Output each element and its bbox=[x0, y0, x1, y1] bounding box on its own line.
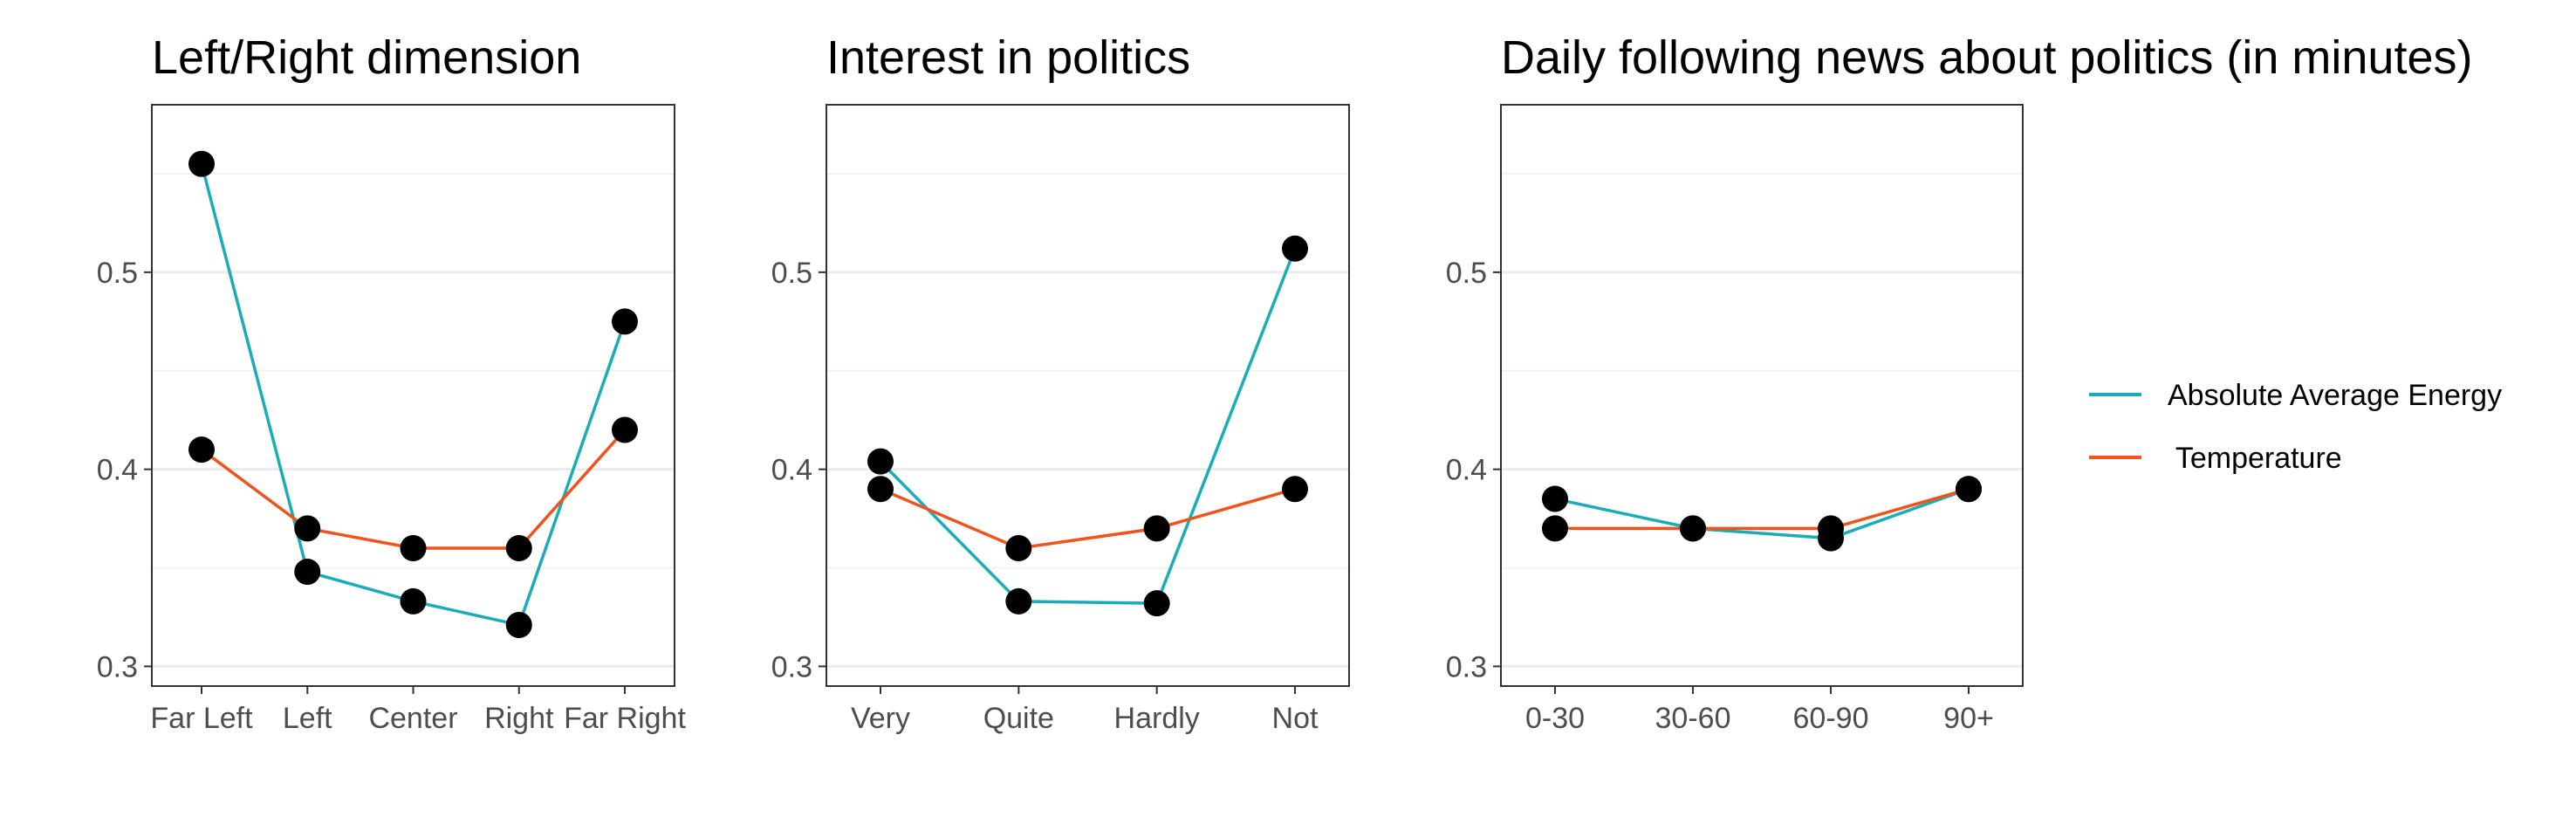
data-point-energy bbox=[612, 308, 638, 335]
data-point-temperature bbox=[505, 534, 532, 561]
data-point-energy bbox=[1542, 485, 1568, 512]
y-tick-label: 0.4 bbox=[771, 454, 812, 487]
x-tick-label: Quite bbox=[983, 702, 1054, 735]
data-point-energy bbox=[400, 587, 427, 615]
legend-entry-temperature: Temperature bbox=[2089, 442, 2342, 475]
panel-title: Daily following news about politics (in … bbox=[1501, 31, 2473, 84]
plot-area bbox=[826, 105, 1349, 686]
data-point-energy bbox=[1282, 235, 1308, 262]
y-tick-label: 0.5 bbox=[771, 257, 812, 290]
panel-title: Left/Right dimension bbox=[152, 31, 581, 84]
series-line-temperature bbox=[1555, 487, 1970, 531]
data-point-temperature bbox=[867, 476, 894, 503]
data-point-temperature bbox=[1818, 515, 1844, 542]
data-point-temperature bbox=[294, 515, 321, 542]
x-tick-label: 0-30 bbox=[1525, 702, 1585, 735]
data-point-temperature bbox=[400, 534, 427, 561]
data-point-temperature bbox=[1680, 515, 1706, 542]
y-tick-label: 0.4 bbox=[97, 454, 138, 487]
legend-label: Temperature bbox=[2168, 442, 2342, 475]
x-tick-label: Far Right bbox=[564, 702, 686, 735]
legend-entry-energy: Absolute Average Energy bbox=[2089, 379, 2502, 412]
panels: 0.3 0.4 0.5 Far Left Left Center Right Far Righ… bbox=[97, 31, 2473, 735]
panel-3: 0.3 0.4 0.5 0-30 30-60 60-90 90+ Daily followin… bbox=[1446, 31, 2473, 735]
x-tick-label: 90+ bbox=[1943, 702, 1994, 735]
data-point-temperature bbox=[1282, 476, 1308, 503]
panel-title: Interest in politics bbox=[826, 31, 1190, 84]
data-point-energy bbox=[505, 612, 532, 639]
y-tick-label: 0.3 bbox=[97, 650, 138, 683]
legend-label: Absolute Average Energy bbox=[2168, 379, 2502, 412]
plot-area bbox=[1501, 105, 2023, 686]
data-point-temperature bbox=[1143, 515, 1170, 542]
x-tick-label: Far Left bbox=[150, 702, 253, 735]
x-tick-label: 30-60 bbox=[1655, 702, 1731, 735]
panel-border bbox=[826, 104, 1350, 687]
legend: Absolute Average Energy Temperature bbox=[2089, 379, 2502, 475]
x-tick-label: 60-90 bbox=[1793, 702, 1869, 735]
series-line-temperature bbox=[880, 487, 1296, 550]
panel-1: 0.3 0.4 0.5 Far Left Left Center Right Far Righ… bbox=[97, 31, 687, 735]
y-tick-label: 0.5 bbox=[97, 257, 138, 290]
data-point-energy bbox=[1005, 587, 1032, 615]
y-tick-label: 0.5 bbox=[1446, 257, 1487, 290]
x-tick-label: Hardly bbox=[1114, 702, 1200, 735]
data-point-energy bbox=[867, 448, 894, 475]
x-tick-label: Not bbox=[1272, 702, 1319, 735]
data-point-temperature bbox=[188, 436, 215, 464]
data-point-energy bbox=[1143, 590, 1170, 617]
data-point-temperature bbox=[1005, 534, 1032, 561]
y-tick-label: 0.4 bbox=[1446, 454, 1487, 487]
y-tick-label: 0.3 bbox=[771, 650, 812, 683]
panel-2: 0.3 0.4 0.5 Very Quite Hardly Not Interest in p… bbox=[771, 31, 1350, 735]
data-point-energy bbox=[188, 150, 215, 177]
x-tick-label: Right bbox=[484, 702, 554, 735]
panel-border bbox=[1500, 104, 2024, 687]
x-tick-label: Left bbox=[283, 702, 332, 735]
y-tick-label: 0.3 bbox=[1446, 650, 1487, 683]
series-line-energy bbox=[1554, 487, 1970, 540]
series-line-energy bbox=[879, 248, 1297, 605]
x-tick-label: Very bbox=[851, 702, 910, 735]
data-point-temperature bbox=[1542, 515, 1568, 542]
x-tick-label: Center bbox=[368, 702, 457, 735]
data-point-temperature bbox=[612, 416, 638, 443]
data-point-energy bbox=[294, 559, 321, 586]
data-point-temperature bbox=[1956, 476, 1982, 503]
